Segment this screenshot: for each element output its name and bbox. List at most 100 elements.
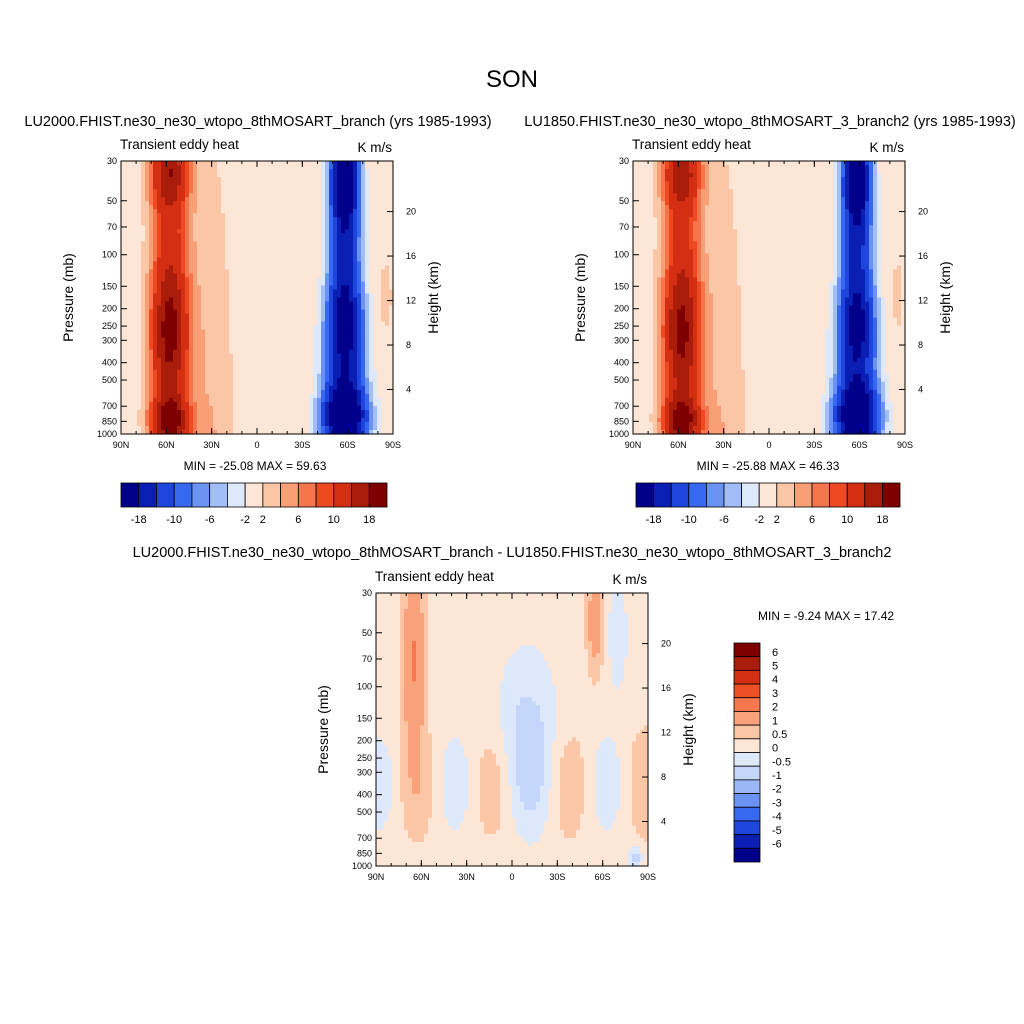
heatmap-cell [233, 273, 238, 278]
heatmap-cell [645, 245, 650, 250]
heatmap-cell [269, 346, 274, 351]
heatmap-cell [173, 249, 178, 254]
heatmap-cell [277, 398, 282, 403]
heatmap-cell [385, 213, 390, 218]
heatmap-cell [269, 382, 274, 387]
heatmap-cell [337, 414, 342, 419]
heatmap-cell [169, 334, 174, 339]
heatmap-cell [373, 233, 378, 238]
heatmap-cell [369, 374, 374, 379]
heatmap-cell [221, 169, 226, 174]
heatmap-cell [641, 362, 646, 367]
heatmap-cell [213, 213, 218, 218]
heatmap-cell [245, 342, 250, 347]
heatmap-cell [265, 410, 270, 415]
heatmap-cell [345, 346, 350, 351]
heatmap-cell [217, 261, 222, 266]
heatmap-cell [169, 414, 174, 419]
heatmap-cell [637, 289, 642, 294]
heatmap-cell [257, 314, 262, 319]
heatmap-cell [385, 269, 390, 274]
heatmap-cell [645, 314, 650, 319]
heatmap-cell [185, 390, 190, 395]
heatmap-cell [317, 322, 322, 327]
heatmap-cell [293, 314, 298, 319]
heatmap-cell [637, 213, 642, 218]
heatmap-cell [125, 366, 130, 371]
heatmap-cell [149, 302, 154, 307]
heatmap-cell [325, 418, 330, 423]
heatmap-cell [209, 382, 214, 387]
heatmap-cell [157, 237, 162, 242]
heatmap-cell [313, 366, 318, 371]
heatmap-cell [205, 318, 210, 323]
heatmap-cell [253, 358, 258, 363]
heatmap-cell [157, 165, 162, 170]
heatmap-cell [373, 374, 378, 379]
heatmap-cell [241, 394, 246, 399]
heatmap-cell [277, 418, 282, 423]
heatmap-cell [201, 253, 206, 258]
heatmap-cell [641, 181, 646, 186]
heatmap-cell [345, 213, 350, 218]
heatmap-cell [285, 293, 290, 298]
heatmap-cell [265, 370, 270, 375]
heatmap-cell [209, 370, 214, 375]
heatmap-cell [261, 213, 266, 218]
heatmap-cell [129, 314, 134, 319]
heatmap-cell [297, 265, 302, 270]
heatmap-cell [365, 314, 370, 319]
heatmap-cell [153, 277, 158, 282]
heatmap-cell [173, 233, 178, 238]
heatmap-cell [225, 177, 230, 182]
heatmap-cell [157, 269, 162, 274]
heatmap-cell [633, 426, 638, 431]
heatmap-cell [641, 257, 646, 262]
heatmap-cell [381, 209, 386, 214]
heatmap-cell [213, 285, 218, 290]
heatmap-cell [385, 161, 390, 166]
heatmap-cell [217, 237, 222, 242]
x-tick-label: 60S [340, 440, 356, 450]
heatmap-cell [373, 161, 378, 166]
heatmap-cell [633, 181, 638, 186]
heatmap-cell [225, 193, 230, 198]
heatmap-cell [309, 370, 314, 375]
heatmap-cell [317, 221, 322, 226]
heatmap-cell [213, 217, 218, 222]
heatmap-cell [325, 358, 330, 363]
heatmap-cell [369, 366, 374, 371]
heatmap-cell [637, 350, 642, 355]
heatmap-cell [257, 257, 262, 262]
heatmap-cell [337, 402, 342, 407]
heatmap-cell [137, 289, 142, 294]
heatmap-cell [633, 185, 638, 190]
heatmap-cell [369, 350, 374, 355]
heatmap-cell [181, 245, 186, 250]
heatmap-cell [645, 241, 650, 246]
heatmap-cell [277, 358, 282, 363]
heatmap-cell [197, 197, 202, 202]
heatmap-cell [361, 201, 366, 206]
heatmap-cell [341, 358, 346, 363]
heatmap-cell [317, 398, 322, 403]
heatmap-cell [369, 398, 374, 403]
heatmap-cell [257, 225, 262, 230]
heatmap-cell [353, 410, 358, 415]
heatmap-cell [225, 257, 230, 262]
heatmap-cell [137, 241, 142, 246]
heatmap-cell [329, 418, 334, 423]
heatmap-cell [265, 298, 270, 303]
heatmap-cell [141, 390, 146, 395]
heatmap-cell [261, 298, 266, 303]
heatmap-cell [153, 402, 158, 407]
heatmap-cell [273, 414, 278, 419]
heatmap-cell [249, 229, 254, 234]
heatmap-cell [353, 298, 358, 303]
panel-2 [633, 161, 906, 507]
heatmap-cell [377, 197, 382, 202]
heatmap-cell [185, 213, 190, 218]
panel-title: LU2000.FHIST.ne30_ne30_wtopo_8thMOSART_b… [24, 114, 491, 130]
heatmap-cell [297, 185, 302, 190]
heatmap-cell [149, 165, 154, 170]
